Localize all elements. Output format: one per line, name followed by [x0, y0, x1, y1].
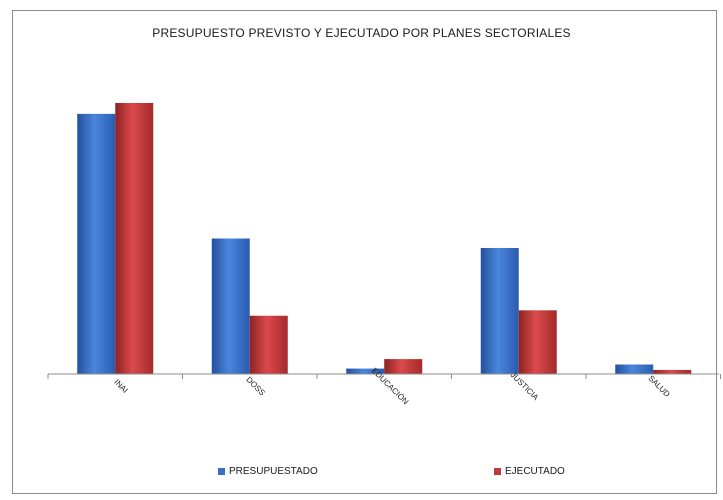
x-tick-label-inai: INAI: [112, 378, 129, 395]
x-tick-label-doss: DOSS: [244, 375, 266, 397]
legend-swatch-presupuestado: [218, 468, 225, 475]
chart-title: PRESUPUESTO PREVISTO Y EJECUTADO POR PLA…: [152, 26, 571, 40]
bar-ejecutado-educacion: [384, 359, 423, 374]
bar-presupuestado-inai: [77, 113, 116, 374]
bars-layer: [77, 103, 692, 374]
bar-presupuestado-justicia: [480, 247, 519, 374]
legend-label-presupuestado: PRESUPUESTADO: [229, 466, 318, 477]
x-tick-label-justicia: JUSTICIA: [509, 370, 541, 402]
bar-ejecutado-inai: [115, 103, 154, 374]
x-ticks: [47, 374, 721, 379]
legend-item-presupuestado: PRESUPUESTADO: [218, 466, 318, 477]
bar-ejecutado-salud: [653, 369, 692, 374]
bar-presupuestado-salud: [615, 364, 654, 374]
legend-label-ejecutado: EJECUTADO: [505, 466, 565, 477]
x-tick-label-salud: SALUD: [646, 374, 671, 399]
legend-item-ejecutado: EJECUTADO: [494, 466, 565, 477]
bar-presupuestado-educacion: [346, 368, 385, 374]
bar-presupuestado-doss: [211, 238, 250, 374]
legend: PRESUPUESTADO EJECUTADO: [0, 466, 723, 482]
legend-swatch-ejecutado: [494, 468, 501, 475]
bar-ejecutado-justicia: [518, 310, 557, 374]
bar-ejecutado-doss: [249, 315, 288, 374]
